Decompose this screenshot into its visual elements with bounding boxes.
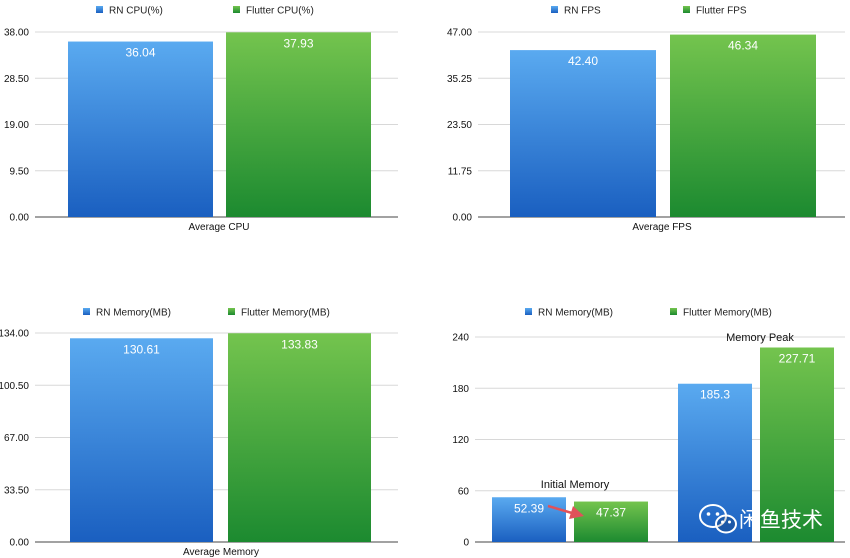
legend-label: Flutter FPS bbox=[696, 6, 747, 17]
y-tick-label: 67.00 bbox=[4, 433, 29, 444]
legend-item-flutter: Flutter CPU(%) bbox=[233, 6, 314, 17]
y-tick-label: 35.25 bbox=[447, 74, 472, 85]
y-tick-label: 180 bbox=[452, 384, 469, 395]
legend-swatch-rn bbox=[525, 308, 532, 315]
chart-4: 0 60 120 180 240 RN Memory(MB) Flutter Memory(… bbox=[452, 308, 845, 549]
legend-swatch-flutter bbox=[683, 6, 690, 13]
y-tick-label: 120 bbox=[452, 435, 469, 446]
legend-item-flutter: Flutter FPS bbox=[683, 6, 747, 17]
annotation-arrow bbox=[547, 504, 584, 519]
watermark: 闲鱼技术 bbox=[699, 504, 823, 534]
y-tick-label: 19.00 bbox=[4, 120, 29, 131]
y-tick-label: 240 bbox=[452, 333, 469, 344]
bar-value-label: 42.40 bbox=[568, 54, 598, 68]
y-tick-label: 11.75 bbox=[448, 166, 473, 177]
legend-item-rn: RN Memory(MB) bbox=[525, 308, 613, 319]
legend-swatch-flutter bbox=[233, 6, 240, 13]
y-tick-label: 60 bbox=[458, 486, 470, 497]
y-tick-label: 28.50 bbox=[4, 74, 29, 85]
chart-1: 0.00 9.50 19.00 28.50 38.00 RN CPU(%) Flutter … bbox=[4, 6, 398, 233]
y-tick-label: 47.00 bbox=[447, 28, 472, 39]
legend-label: Flutter CPU(%) bbox=[246, 6, 314, 17]
y-tick-label: 100.50 bbox=[0, 381, 29, 392]
y-tick-label: 0 bbox=[463, 538, 469, 549]
legend-label: RN CPU(%) bbox=[109, 6, 163, 17]
y-tick-label: 134.00 bbox=[0, 329, 29, 340]
watermark-text: 闲鱼技术 bbox=[739, 508, 823, 532]
legend-item-flutter: Flutter Memory(MB) bbox=[228, 308, 330, 319]
legend-swatch-rn bbox=[96, 6, 103, 13]
category-label: Average FPS bbox=[632, 222, 692, 233]
y-tick-label: 0.00 bbox=[10, 213, 30, 224]
legend-swatch-rn bbox=[551, 6, 558, 13]
legend-label: Flutter Memory(MB) bbox=[241, 308, 330, 319]
legend-label: RN FPS bbox=[564, 6, 601, 17]
arrow-head bbox=[569, 506, 584, 519]
category-label: Average Memory bbox=[183, 547, 259, 558]
bar-value-label: 133.83 bbox=[281, 337, 318, 351]
legend-label: RN Memory(MB) bbox=[538, 308, 613, 319]
bar-value-label: 130.61 bbox=[123, 342, 160, 356]
bar-flutter bbox=[670, 34, 816, 218]
chart-2: 0.00 11.75 23.50 35.25 47.00 RN FPS Flutter FP… bbox=[447, 6, 845, 233]
y-tick-label: 33.50 bbox=[4, 485, 29, 496]
bar-value-label: 185.3 bbox=[700, 388, 730, 402]
bar-value-label: 46.34 bbox=[728, 39, 758, 53]
category-label: Initial Memory bbox=[541, 479, 610, 491]
legend-item-rn: RN Memory(MB) bbox=[83, 308, 171, 319]
bar-flutter bbox=[574, 501, 648, 542]
bar-flutter bbox=[760, 347, 834, 542]
legend-item-flutter: Flutter Memory(MB) bbox=[670, 308, 772, 319]
bar-rn bbox=[68, 41, 213, 217]
wechat-icon bbox=[699, 504, 737, 534]
legend-swatch-flutter bbox=[670, 308, 677, 315]
bar-value-label: 36.04 bbox=[125, 46, 155, 60]
bar-value-label: 52.39 bbox=[514, 501, 544, 515]
bar-value-label: 227.71 bbox=[779, 351, 816, 365]
y-tick-label: 23.50 bbox=[447, 120, 472, 131]
bar-rn bbox=[492, 497, 566, 542]
arrow-shaft bbox=[547, 504, 573, 515]
legend-label: RN Memory(MB) bbox=[96, 308, 171, 319]
bar-rn bbox=[678, 383, 752, 542]
category-label: Memory Peak bbox=[726, 332, 794, 344]
bar-value-label: 47.37 bbox=[596, 506, 626, 520]
y-tick-label: 0.00 bbox=[10, 538, 30, 549]
legend-item-rn: RN FPS bbox=[551, 6, 601, 17]
y-tick-label: 38.00 bbox=[4, 28, 29, 39]
category-label: Average CPU bbox=[189, 222, 250, 233]
y-tick-label: 9.50 bbox=[10, 166, 30, 177]
chart-3: 0.00 33.50 67.00 100.50 134.00 RN Memory(MB) F… bbox=[0, 308, 398, 558]
bar-rn bbox=[70, 338, 213, 542]
legend-label: Flutter Memory(MB) bbox=[683, 308, 772, 319]
legend-item-rn: RN CPU(%) bbox=[96, 6, 163, 17]
bar-value-label: 37.93 bbox=[283, 36, 313, 50]
bar-rn bbox=[510, 50, 656, 217]
y-tick-label: 0.00 bbox=[453, 213, 473, 224]
bar-flutter bbox=[228, 333, 371, 542]
bar-flutter bbox=[226, 32, 371, 217]
legend-swatch-flutter bbox=[228, 308, 235, 315]
legend-swatch-rn bbox=[83, 308, 90, 315]
